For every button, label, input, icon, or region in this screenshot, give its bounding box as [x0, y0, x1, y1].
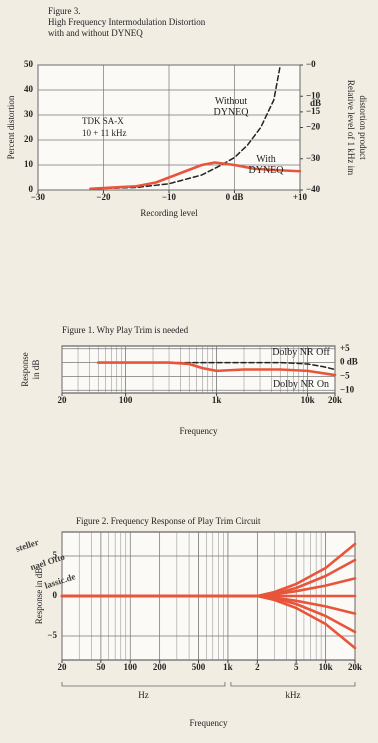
x-tick-label: 200	[153, 662, 167, 672]
y-axis-label: Response in dB	[34, 568, 44, 625]
y-tick-label: 0	[53, 590, 58, 600]
y2-unit: dB	[310, 98, 321, 108]
x-tick-label: 100	[124, 662, 138, 672]
x-tick-label: 10k	[319, 662, 333, 672]
unit-label: Hz	[138, 690, 149, 700]
x-tick-label: 2	[255, 662, 260, 672]
x-tick-label: 20k	[328, 395, 342, 405]
series-line	[60, 594, 357, 650]
y-tick-label: 0	[29, 184, 34, 194]
annotation: TDK SA-X	[82, 116, 124, 126]
series-label: Dolby NR Off	[272, 347, 330, 358]
y-tick-label: −5	[340, 370, 350, 380]
y2-tick-label: −10	[306, 90, 321, 100]
y2-axis-label: Relative level of 1 kHz im	[346, 80, 356, 175]
x-axis-label: Frequency	[180, 426, 218, 436]
x-tick-label: 50	[96, 662, 106, 672]
x-axis-label: Frequency	[190, 718, 228, 728]
x-tick-label: 5	[294, 662, 299, 672]
unit-bracket	[61, 682, 226, 687]
chart-title: Figure 1. Why Play Trim is needed	[62, 325, 189, 335]
y-tick-label: 0 dB	[340, 357, 358, 367]
unit-label: kHz	[285, 690, 300, 700]
x-tick-label: 1k	[212, 395, 222, 405]
y-tick-label: 50	[24, 59, 34, 69]
y-tick-label: 40	[24, 84, 34, 94]
x-tick-label: −20	[96, 192, 111, 202]
y-tick-label: 10	[24, 159, 34, 169]
y-tick-label: 30	[24, 109, 34, 119]
x-tick-label: 20	[58, 662, 68, 672]
y-tick-label: −5	[47, 630, 57, 640]
x-tick-label: −10	[162, 192, 177, 202]
x-tick-label: 0 dB	[226, 192, 244, 202]
x-tick-label: 500	[192, 662, 206, 672]
y-axis-label: Response	[20, 352, 30, 387]
series-label: Dolby NR On	[272, 379, 330, 390]
x-tick-label: 1k	[223, 662, 233, 672]
y-tick-label: −10	[340, 384, 355, 394]
chart-title: Figure 3.	[48, 6, 81, 16]
watermark-text: nael Otto	[29, 551, 67, 572]
chart-title: Figure 2. Frequency Response of Play Tri…	[76, 516, 261, 526]
y2-axis-label: distortion product	[358, 95, 368, 160]
y2-tick-label: −15	[306, 106, 321, 116]
series-label: Without DYNEQ	[213, 96, 249, 118]
y2-tick-label: −20	[306, 122, 321, 132]
x-tick-label: −30	[31, 192, 46, 202]
y-axis-label: in dB	[31, 360, 41, 380]
chart-title: with and without DYNEQ	[48, 28, 143, 38]
series-label: With DYNEQ	[248, 154, 284, 176]
y2-tick-label: −30	[306, 153, 321, 163]
series-line	[89, 64, 282, 190]
x-tick-label: 10k	[301, 395, 315, 405]
x-tick-label: 20	[58, 395, 68, 405]
y-axis-label: Percent distortion	[6, 95, 16, 159]
x-tick-label: 20k	[348, 662, 362, 672]
y2-tick-label: −0	[306, 59, 316, 69]
unit-bracket	[230, 682, 356, 687]
y-tick-label: +5	[340, 343, 350, 353]
chart-title: High Frequency Intermodulation Distortio…	[48, 17, 206, 27]
series-line	[96, 361, 337, 377]
annotation: 10 + 11 kHz	[82, 128, 127, 138]
x-tick-label: +10	[293, 192, 308, 202]
series-line	[89, 161, 302, 191]
y-tick-label: 5	[53, 550, 58, 560]
y2-tick-label: −40	[306, 184, 321, 194]
watermark-text: steller	[14, 537, 39, 554]
y-tick-label: 20	[24, 134, 34, 144]
x-axis-label: Recording level	[140, 208, 198, 218]
x-tick-label: 100	[119, 395, 133, 405]
series-line	[152, 361, 336, 371]
